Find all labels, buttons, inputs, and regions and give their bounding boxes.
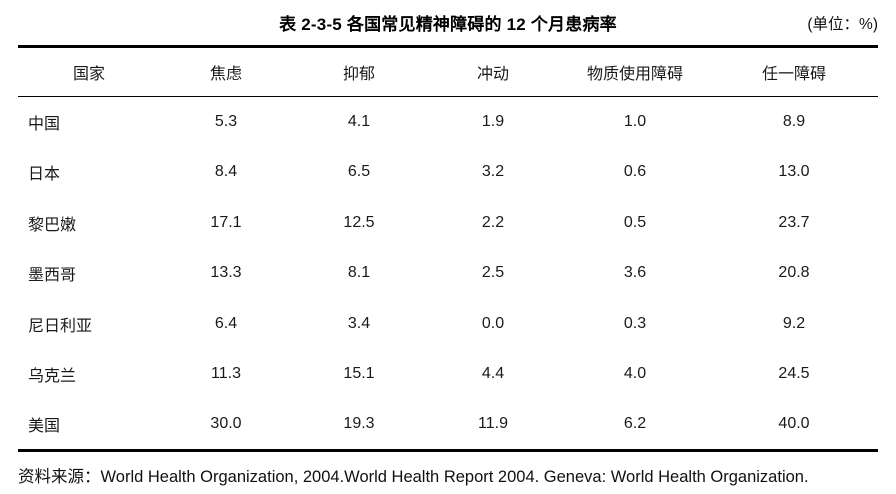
source-note: 资料来源：World Health Organization, 2004.Wor… (18, 467, 809, 486)
value-cell: 9.2 (782, 314, 806, 332)
table-row: 墨西哥 13.3 8.1 2.5 3.6 20.8 (18, 248, 878, 299)
value-cell: 0.3 (623, 314, 647, 332)
column-header-anxiety: 焦虑 (209, 66, 242, 83)
value-cell: 8.9 (782, 113, 806, 130)
value-cell: 13.3 (210, 264, 242, 282)
value-cell: 30.0 (210, 415, 242, 432)
value-cell: 12.5 (343, 213, 375, 231)
value-cell: 3.4 (347, 314, 371, 332)
value-cell: 11.3 (211, 365, 241, 383)
value-cell: 8.1 (347, 264, 371, 282)
value-cell: 15.1 (343, 365, 375, 383)
value-cell: 23.7 (778, 213, 810, 231)
value-cell: 6.2 (623, 415, 647, 432)
value-cell: 0.0 (481, 314, 505, 332)
country-cell: 墨西哥 (28, 267, 77, 285)
table-row: 尼日利亚 6.4 3.4 0.0 0.3 9.2 (18, 299, 878, 350)
column-header-any-disorder: 任一障碍 (761, 66, 826, 83)
value-cell: 24.5 (778, 365, 810, 383)
country-cell: 美国 (28, 418, 61, 435)
value-cell: 4.0 (623, 365, 647, 383)
table-header: 国家 焦虑 抑郁 冲动 物质使用障碍 任一障碍 (18, 47, 878, 97)
country-cell: 乌克兰 (28, 368, 77, 386)
value-cell: 6.4 (214, 314, 238, 332)
header-row: 国家 焦虑 抑郁 冲动 物质使用障碍 任一障碍 (18, 47, 878, 97)
value-cell: 3.6 (623, 264, 647, 282)
table-row: 乌克兰 11.3 15.1 4.4 4.0 24.5 (18, 349, 878, 400)
column-header-impulse: 冲动 (476, 66, 509, 83)
value-cell: 2.2 (481, 213, 505, 231)
unit-label: (单位：%) (807, 15, 878, 33)
value-cell: 40.0 (778, 415, 810, 432)
value-cell: 5.3 (214, 113, 238, 130)
value-cell: 11.9 (478, 415, 508, 432)
value-cell: 6.5 (347, 163, 371, 181)
value-cell: 3.2 (481, 163, 505, 181)
table-row: 黎巴嫩 17.1 12.5 2.2 0.5 23.7 (18, 198, 878, 249)
country-cell: 尼日利亚 (28, 317, 93, 335)
value-cell: 4.1 (347, 113, 371, 130)
table-title-bar: 表 2-3-5 各国常见精神障碍的 12 个月患病率 (单位：%) (18, 0, 878, 45)
table-body: 中国 5.3 4.1 1.9 1.0 8.9 日本 8.4 6.5 3.2 0.… (18, 97, 878, 451)
value-cell: 1.9 (481, 113, 505, 130)
column-header-substance: 物质使用障碍 (586, 66, 683, 83)
value-cell: 0.5 (623, 213, 647, 231)
value-cell: 8.4 (214, 163, 238, 181)
table-row: 美国 30.0 19.3 11.9 6.2 40.0 (18, 400, 878, 451)
value-cell: 1.0 (623, 113, 647, 130)
country-cell: 黎巴嫩 (28, 216, 77, 234)
table-row: 中国 5.3 4.1 1.9 1.0 8.9 (18, 97, 878, 148)
column-header-depression: 抑郁 (342, 66, 375, 83)
table-row: 日本 8.4 6.5 3.2 0.6 13.0 (18, 147, 878, 198)
value-cell: 20.8 (778, 264, 810, 282)
value-cell: 13.0 (778, 163, 810, 181)
value-cell: 0.6 (623, 163, 647, 181)
value-cell: 2.5 (481, 264, 505, 282)
prevalence-table: 国家 焦虑 抑郁 冲动 物质使用障碍 任一障碍 中国 5.3 4.1 1.9 1… (18, 45, 878, 452)
value-cell: 19.3 (343, 415, 375, 432)
column-header-country: 国家 (72, 66, 105, 83)
country-cell: 中国 (28, 116, 61, 133)
value-cell: 4.4 (481, 365, 505, 383)
table-title: 表 2-3-5 各国常见精神障碍的 12 个月患病率 (279, 15, 617, 34)
value-cell: 17.1 (210, 213, 242, 231)
country-cell: 日本 (28, 166, 61, 184)
